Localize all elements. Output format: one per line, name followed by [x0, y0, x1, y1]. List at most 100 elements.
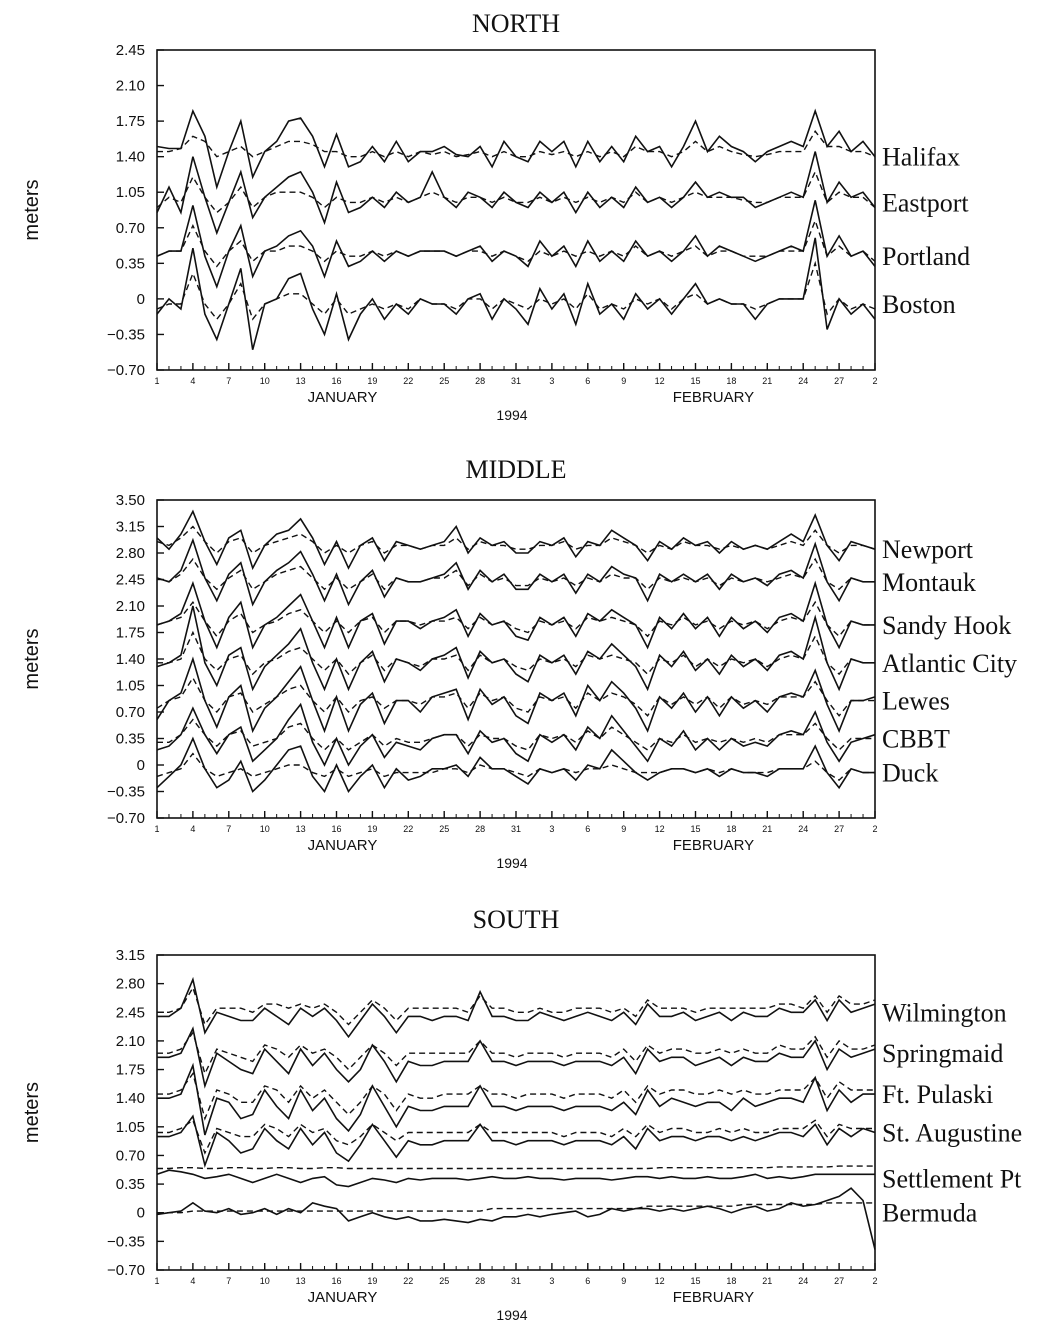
series-label-springmaid: Springmaid [882, 1039, 1003, 1068]
middle-xtick-label: 6 [585, 824, 590, 834]
series-montauk-predicted-line [156, 557, 875, 591]
series-settlement-pt-predicted-line [157, 1165, 875, 1170]
series-wilmington-observed-line [157, 976, 876, 1039]
middle-xtick-label: 12 [655, 824, 665, 834]
north-xtick-label: 18 [726, 376, 736, 386]
north-xtick-label: 13 [296, 376, 306, 386]
series-newport-observed-line [156, 509, 876, 571]
north-ytick-label: 0 [137, 291, 145, 308]
middle-ytick-label: 1.40 [116, 651, 145, 668]
north-month-label-february: FEBRUARY [673, 389, 754, 406]
south-xtick-label: 24 [798, 1276, 808, 1286]
middle-xtick-label: 19 [367, 824, 377, 834]
north-title: NORTH [472, 9, 560, 38]
middle-ytick-label: 2.10 [116, 598, 145, 615]
series-label-newport: Newport [882, 535, 974, 564]
north-xtick-label: 25 [439, 376, 449, 386]
series-boston-predicted-line [156, 260, 876, 321]
series-springmaid-predicted-line [157, 1031, 876, 1076]
middle-ytick-label: 1.75 [116, 625, 145, 642]
middle-xtick-label: 10 [260, 824, 270, 834]
series-label-wilmington: Wilmington [882, 998, 1007, 1027]
south-ytick-label: 0 [137, 1205, 145, 1222]
south-xtick-label: 12 [655, 1276, 665, 1286]
middle-xtick-label: 16 [331, 824, 341, 834]
south-year-label: 1994 [496, 1307, 527, 1323]
series-duck-predicted-line [156, 752, 875, 781]
middle-ytick-label: −0.70 [107, 810, 145, 827]
series-boston-observed-line [156, 237, 876, 350]
middle-xtick-label: 31 [511, 824, 521, 834]
north-xtick-label: 22 [403, 376, 413, 386]
series-label-portland: Portland [882, 242, 970, 271]
middle-ytick-label: 0.35 [116, 731, 145, 748]
north-xtick-label: 24 [798, 376, 808, 386]
series-cbbt-observed-line [156, 702, 876, 767]
south-xtick-label: 10 [260, 1276, 270, 1286]
north-ytick-label: 0.35 [116, 255, 145, 272]
middle-ylabel: meters [21, 628, 43, 689]
north-xtick-label: 10 [260, 376, 270, 386]
middle-xtick-label: 3 [549, 824, 554, 834]
middle-ytick-label: 3.15 [116, 519, 145, 536]
series-eastport-observed-line [156, 151, 876, 236]
series-label-st-augustine: St. Augustine [882, 1119, 1022, 1148]
south-ytick-label: 0.70 [116, 1147, 145, 1164]
series-label-sandy-hook: Sandy Hook [882, 611, 1011, 640]
series-portland-predicted-line [156, 218, 876, 268]
series-portland-observed-line [156, 200, 876, 290]
south-ytick-label: 3.15 [116, 947, 145, 964]
middle-ytick-label: 2.45 [116, 572, 145, 589]
north-xtick-label: 1 [154, 376, 159, 386]
series-springmaid-observed-line [157, 1026, 876, 1089]
series-label-halifax: Halifax [882, 143, 960, 172]
north-xtick-label: 19 [367, 376, 377, 386]
series-label-bermuda: Bermuda [882, 1199, 978, 1228]
middle-xtick-label: 24 [798, 824, 808, 834]
series-atlantic-city-observed-line [156, 605, 875, 692]
south-xtick-label: 21 [762, 1276, 772, 1286]
north-ytick-label: −0.35 [107, 326, 145, 343]
south-xtick-label: 4 [190, 1276, 195, 1286]
series-lewes-predicted-line [156, 676, 875, 717]
middle-xtick-label: 7 [226, 824, 231, 834]
middle-xtick-label: 15 [690, 824, 700, 834]
series-montauk-observed-line [156, 537, 875, 607]
south-ytick-label: 1.05 [116, 1119, 145, 1136]
middle-xtick-label: 28 [475, 824, 485, 834]
series-label-boston: Boston [882, 290, 956, 319]
north-ytick-label: 1.75 [116, 113, 145, 130]
south-xtick-label: 7 [226, 1276, 231, 1286]
south-xtick-label: 19 [367, 1276, 377, 1286]
north-ytick-label: 2.45 [116, 42, 145, 59]
south-xtick-label: 18 [726, 1276, 736, 1286]
south-ytick-label: 1.75 [116, 1062, 145, 1079]
middle-ytick-label: 3.50 [116, 492, 145, 509]
series-label-settlement-pt: Settlement Pt [882, 1164, 1022, 1193]
middle-ytick-label: −0.35 [107, 784, 145, 801]
north-ylabel: meters [21, 179, 43, 240]
north-xtick-label: 27 [834, 376, 844, 386]
south-ytick-label: 1.40 [116, 1090, 145, 1107]
north-ytick-label: 1.40 [116, 149, 145, 166]
south-xtick-label: 31 [511, 1276, 521, 1286]
north-month-label-january: JANUARY [308, 389, 378, 406]
middle-ytick-label: 2.80 [116, 545, 145, 562]
middle-ytick-label: 0.70 [116, 704, 145, 721]
south-month-label-february: FEBRUARY [673, 1289, 754, 1306]
north-xtick-label: 15 [690, 376, 700, 386]
middle-month-label-february: FEBRUARY [673, 837, 754, 854]
south-xtick-label: 25 [439, 1276, 449, 1286]
series-label-eastport: Eastport [882, 188, 969, 217]
north-xtick-label: 2 [872, 376, 877, 386]
series-label-ft-pulaski: Ft. Pulaski [882, 1080, 993, 1109]
series-sandy-hook-predicted-line [156, 600, 875, 638]
series-label-lewes: Lewes [882, 687, 950, 716]
series-eastport-predicted-line [156, 170, 876, 214]
north-ytick-label: 1.05 [116, 184, 145, 201]
north-xtick-label: 6 [585, 376, 590, 386]
middle-panel: MIDDLE 3.50 3.15 2.80 2.45 2.10 1.75 1.40 1.05 0.… [21, 455, 1017, 871]
south-month-label-january: JANUARY [308, 1289, 378, 1306]
south-xtick-label: 27 [834, 1276, 844, 1286]
series-atlantic-city-predicted-line [157, 630, 875, 676]
